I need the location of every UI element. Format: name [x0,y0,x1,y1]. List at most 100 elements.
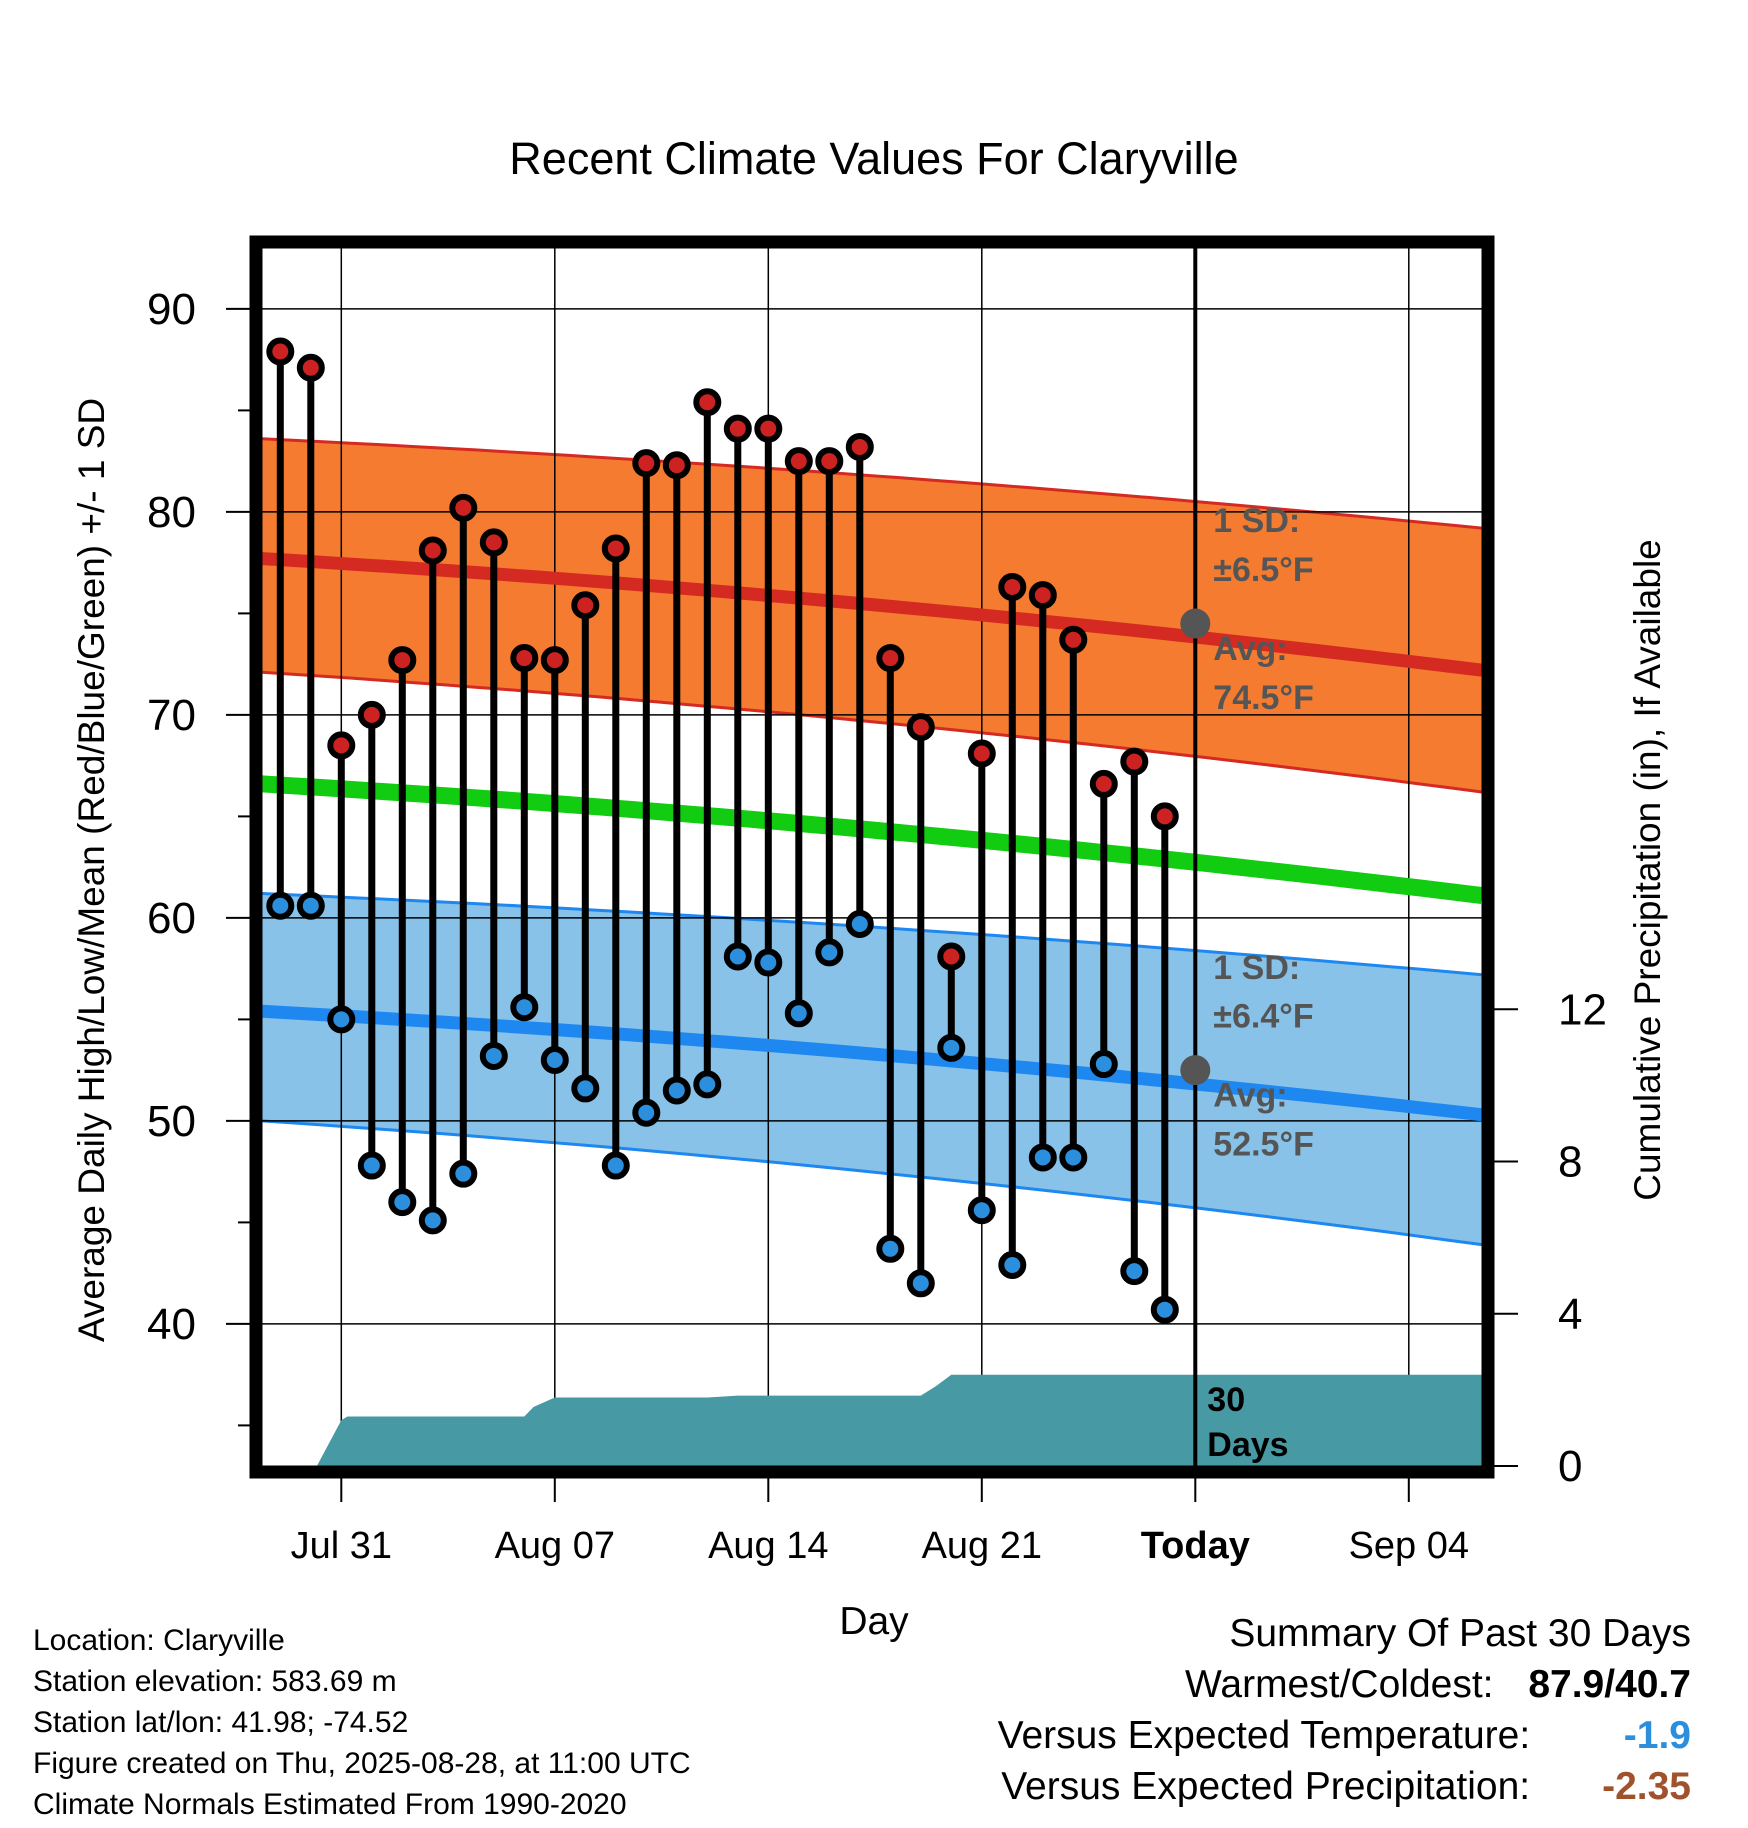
y2-tick-label: 0 [1558,1442,1582,1491]
y-tick-label: 40 [147,1300,196,1349]
high-point [540,646,569,675]
low-point [1150,1295,1179,1324]
high-point [418,536,447,565]
summary-panel: Summary Of Past 30 Days Warmest/Coldest:… [998,1608,1691,1812]
high-point [449,493,478,522]
low-point [906,1269,935,1298]
temp-departure-label: Versus Expected Temperature: [997,1714,1531,1757]
low-point [937,1033,966,1062]
high-point [266,337,295,366]
warmest-coldest-value: 87.9/40.7 [1528,1663,1691,1706]
low-point [418,1206,447,1235]
warmest-coldest-label: Warmest/Coldest: [1185,1663,1494,1706]
low-avg-today-marker [1180,1055,1211,1086]
location-text: Location: Claryville [33,1624,285,1657]
y-axis-label: Average Daily High/Low/Mean (Red/Blue/Gr… [71,398,112,1342]
high-avg-today-marker [1180,608,1211,639]
low-point [784,999,813,1028]
plot-frame [249,235,1495,1479]
low-point [815,938,844,967]
high-point [815,447,844,476]
high-point [754,414,783,443]
precip-departure-value: -2.35 [1602,1765,1691,1808]
high-point [296,353,325,382]
low-point [601,1151,630,1180]
mean-avg-line [262,775,1482,905]
low-point [967,1196,996,1225]
y2-tick-label: 8 [1558,1138,1582,1187]
created-text: Figure created on Thu, 2025-08-28, at 11… [33,1747,691,1780]
low-point [1120,1257,1149,1286]
high-point [510,644,539,673]
high-point [1089,769,1118,798]
x-tick-label: Today [1141,1525,1250,1567]
high-point [967,739,996,768]
low-point [571,1074,600,1103]
low-point [876,1234,905,1263]
days-word-label: Days [1207,1426,1288,1464]
high-sd-upper-line [262,437,1482,530]
elevation-text: Station elevation: 583.69 m [33,1665,397,1698]
high-sd-value: ±6.5°F [1213,551,1313,589]
high-sd-band [262,438,1482,792]
low-point [540,1046,569,1074]
low-point [1028,1143,1057,1172]
warmest-coldest-row: Warmest/Coldest: 87.9/40.7 [998,1659,1691,1710]
station-info: Location: Claryville Station elevation: … [33,1620,691,1825]
axes: 40 50 60 70 80 90 0 4 8 12 Jul 31 Aug 07 Aug 14 Aug 2… [147,235,1607,1567]
y-tick-label: 60 [147,894,196,943]
summary-title: Summary Of Past 30 Days [1229,1612,1691,1655]
x-tick-label: Sep 04 [1349,1525,1469,1567]
y-tick-label: 80 [147,488,196,537]
low-point [327,1005,356,1034]
low-sd-band [262,893,1482,1245]
precip-area [262,1374,1482,1466]
high-point [601,534,630,563]
high-point [1028,581,1057,610]
low-point [998,1251,1027,1280]
low-point [510,993,539,1022]
high-point [357,700,386,729]
high-avg-value: 74.5°F [1213,679,1314,717]
temp-departure-row: Versus Expected Temperature: -1.9 [998,1710,1691,1761]
high-point [723,414,752,443]
x-tick-label: Jul 31 [291,1525,392,1567]
low-point [449,1159,478,1188]
high-point [693,388,722,417]
low-point [662,1076,691,1105]
low-point [266,891,295,920]
high-point [906,713,935,742]
low-sd-label: 1 SD: [1213,949,1300,987]
high-point [571,591,600,620]
high-point [388,646,417,675]
high-point [937,942,966,971]
normals-text: Climate Normals Estimated From 1990-2020 [33,1788,627,1821]
plot-area: 1 SD: ±6.5°F Avg: 74.5°F 1 SD: ±6.4°F Avg: 52.5… [262,248,1482,1466]
high-point [784,447,813,476]
low-point [479,1041,508,1070]
high-point [479,528,508,557]
low-point [1059,1143,1088,1172]
high-avg-label: Avg: [1213,630,1287,668]
low-point [357,1151,386,1180]
x-tick-label: Aug 21 [922,1525,1042,1567]
y2-axis-label: Cumulative Precipitation (in), If Availa… [1627,539,1668,1201]
low-sd-value: ±6.4°F [1213,998,1313,1036]
latlon-text: Station lat/lon: 41.98; -74.52 [33,1706,409,1739]
low-point [632,1098,661,1127]
chart-title: Recent Climate Values For Claryville [509,133,1238,184]
y-tick-label: 70 [147,691,196,740]
y-tick-label: 50 [147,1097,196,1146]
low-point [845,909,874,938]
low-point [754,948,783,977]
temp-departure-value: -1.9 [1623,1714,1691,1757]
low-point [693,1070,722,1099]
low-point [723,942,752,971]
high-sd-label: 1 SD: [1213,502,1300,540]
y-tick-label: 90 [147,285,196,334]
high-point [845,432,874,461]
x-tick-label: Aug 14 [708,1525,828,1567]
high-point [662,451,691,480]
low-point [388,1188,417,1217]
